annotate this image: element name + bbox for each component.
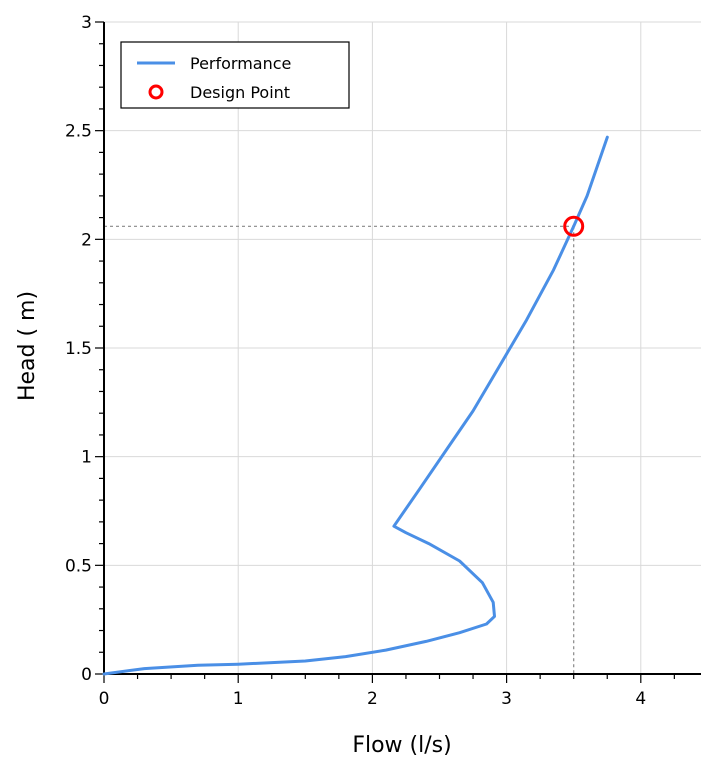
x-tick-label: 2: [367, 689, 378, 709]
y-tick-label: 0: [81, 665, 92, 685]
y-tick-label: 1: [81, 448, 92, 468]
legend-label-design-point: Design Point: [190, 83, 290, 102]
design-point-guides: [104, 225, 575, 674]
y-tick-label: 2.5: [65, 122, 92, 142]
marker-layer: [563, 215, 585, 237]
x-tick-label: 1: [233, 689, 244, 709]
series-line-performance: [102, 135, 609, 676]
legend-marker-swatch: [148, 84, 164, 100]
y-tick-label: 1.5: [65, 339, 92, 359]
grid: [104, 21, 701, 674]
x-tick-label: 4: [635, 689, 646, 709]
x-tick-label: 0: [99, 689, 110, 709]
y-axis-title: Head ( m): [15, 291, 40, 401]
tick-labels: 0 0.5 1 1.5 2 2.5 3 0 1 2 3 4: [65, 13, 646, 709]
design-point-marker: [563, 215, 585, 237]
tick-marks: [95, 21, 675, 683]
y-tick-label: 3: [81, 13, 92, 33]
series-layer: [102, 135, 609, 676]
x-axis-title: Flow (l/s): [352, 733, 451, 758]
y-tick-label: 0.5: [65, 556, 92, 576]
y-tick-label: 2: [81, 230, 92, 250]
x-tick-label: 3: [501, 689, 512, 709]
legend-label-performance: Performance: [190, 54, 291, 73]
legend: Performance Design Point: [120, 41, 350, 109]
